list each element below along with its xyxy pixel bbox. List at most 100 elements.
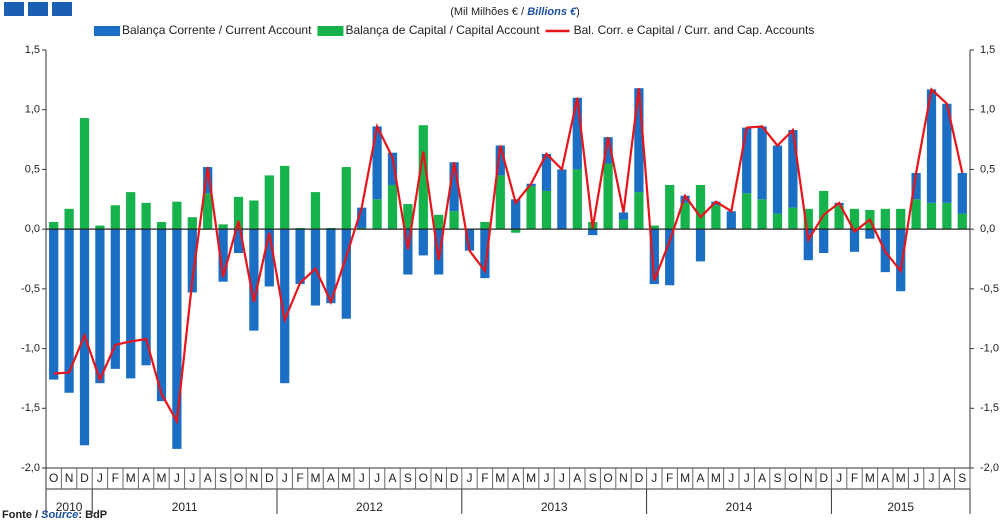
unit-pt: (Mil Milhões € /	[450, 6, 527, 18]
legend-label: Balança Corrente / Current Account	[122, 23, 312, 37]
bar	[849, 229, 860, 252]
bar	[726, 211, 736, 230]
bar	[557, 169, 567, 230]
unit-en: Billions €	[527, 6, 577, 18]
x-tick-label: A	[327, 471, 335, 485]
x-tick-label: M	[495, 471, 505, 485]
bar	[172, 229, 182, 449]
x-tick-label: O	[234, 471, 243, 485]
x-tick-label: J	[282, 471, 288, 485]
bar	[711, 205, 721, 230]
bar	[942, 103, 952, 203]
bar	[541, 153, 552, 191]
logo-block	[52, 2, 72, 16]
x-tick-label: A	[142, 471, 150, 485]
y-tick-label: 0,0	[25, 223, 40, 235]
bar	[588, 229, 598, 236]
bar	[695, 229, 706, 262]
bar	[187, 217, 197, 230]
bar	[449, 211, 459, 230]
bar	[665, 184, 675, 230]
source-en: Source	[41, 509, 78, 521]
bar	[757, 199, 767, 230]
x-tick-label: N	[434, 471, 443, 485]
y-tick-label: -1,5	[21, 402, 40, 414]
bar	[280, 229, 290, 384]
x-tick-label: J	[744, 471, 750, 485]
logo-block	[4, 2, 24, 16]
bar	[480, 221, 490, 230]
bar	[957, 173, 967, 214]
bar	[680, 195, 690, 203]
bar	[79, 118, 90, 230]
bar	[341, 229, 351, 319]
bar	[264, 229, 274, 287]
bar	[526, 186, 536, 230]
bar	[896, 229, 906, 292]
x-tick-label: M	[680, 471, 690, 485]
legend-swatch	[94, 26, 120, 36]
bar	[249, 200, 259, 230]
source-name: : BdP	[78, 509, 107, 521]
bar	[942, 202, 952, 230]
x-tick-label: J	[836, 471, 842, 485]
bar	[480, 229, 490, 279]
legend-label: Bal. Corr. e Capital / Curr. and Cap. Ac…	[574, 23, 815, 37]
y-tick-label: 1,0	[25, 104, 40, 116]
x-tick-label: J	[189, 471, 195, 485]
bar	[957, 213, 967, 230]
year-label: 2010	[56, 500, 83, 514]
year-label: 2015	[887, 500, 914, 514]
y2-tick-label: -1,5	[980, 402, 999, 414]
year-label: 2014	[726, 500, 753, 514]
bar	[849, 208, 860, 230]
x-tick-label: A	[881, 471, 889, 485]
x-tick-label: F	[296, 471, 303, 485]
bar	[110, 205, 120, 230]
x-tick-label: A	[943, 471, 951, 485]
x-tick-label: F	[481, 471, 488, 485]
line-series	[53, 87, 964, 425]
bar	[310, 192, 321, 230]
x-tick-label: O	[603, 471, 612, 485]
bar	[126, 229, 136, 379]
bar	[572, 169, 582, 230]
x-tick-label: O	[788, 471, 797, 485]
y2-tick-label: 1,0	[980, 104, 995, 116]
bar	[788, 130, 798, 208]
bar	[203, 193, 213, 230]
bar	[926, 89, 937, 203]
bar	[803, 229, 813, 261]
bar	[711, 201, 721, 206]
legend-swatch	[317, 26, 344, 36]
bar	[665, 229, 675, 286]
x-tick-label: D	[819, 471, 828, 485]
year-label: 2011	[172, 500, 198, 514]
bar	[926, 202, 937, 230]
bar	[511, 229, 521, 233]
bar	[449, 162, 459, 212]
bar	[618, 219, 629, 230]
x-tick-label: M	[865, 471, 875, 485]
bar	[341, 167, 351, 230]
bar	[49, 229, 59, 380]
bar	[772, 145, 783, 214]
x-tick-label: A	[204, 471, 212, 485]
bar	[634, 192, 644, 230]
x-tick-label: F	[112, 471, 119, 485]
bar	[357, 207, 367, 228]
bar	[95, 225, 105, 230]
x-tick-label: J	[929, 471, 935, 485]
bar	[64, 208, 74, 230]
y2-tick-label: 1,5	[980, 44, 995, 56]
x-tick-label: J	[544, 471, 550, 485]
y2-tick-label: -2,0	[980, 462, 999, 474]
unit-label: (Mil Milhões € / Billions €)	[450, 6, 580, 18]
bar	[865, 229, 875, 239]
x-tick-label: N	[250, 471, 259, 485]
bar	[495, 175, 505, 230]
bar	[372, 126, 382, 200]
bar	[603, 163, 613, 230]
bar	[95, 229, 105, 384]
logo-block	[28, 2, 48, 16]
